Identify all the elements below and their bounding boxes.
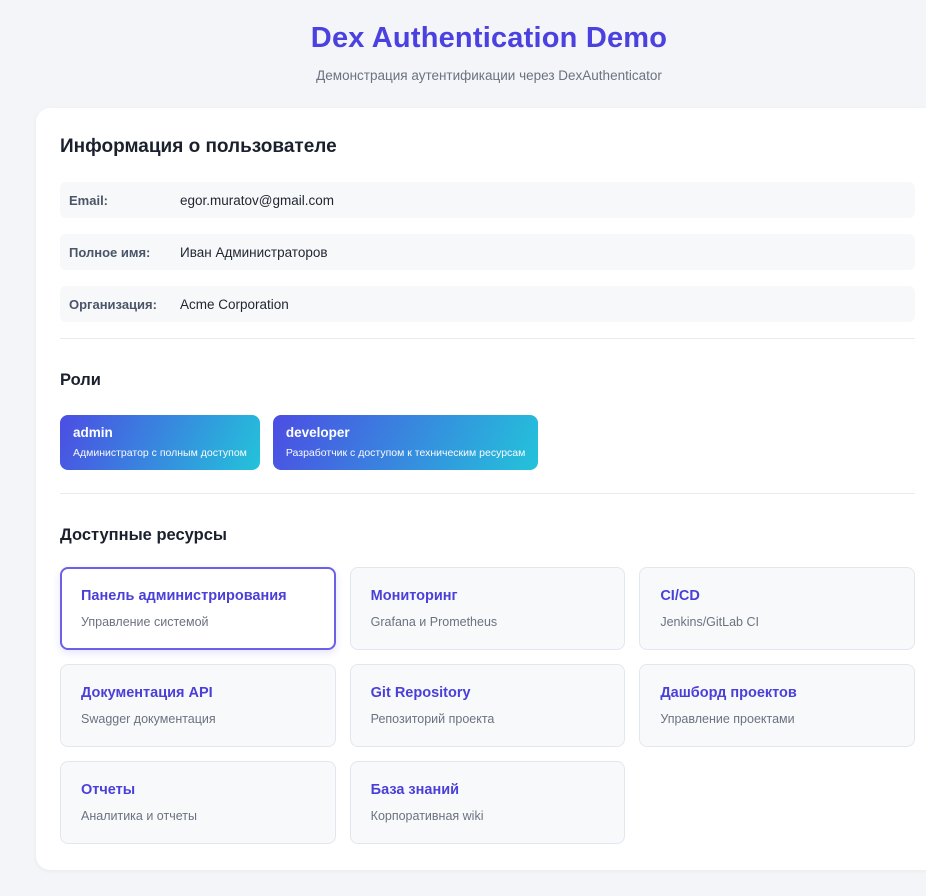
resource-title: Мониторинг bbox=[370, 588, 458, 604]
main-card: Информация о пользователе Email: egor.mu… bbox=[36, 108, 926, 870]
field-value: Acme Corporation bbox=[180, 296, 289, 312]
page-subtitle: Демонстрация аутентификации через DexAut… bbox=[316, 68, 662, 83]
role-badge: admin Администратор с полным доступом bbox=[60, 415, 260, 470]
resource-description: Репозиторий проекта bbox=[370, 712, 495, 726]
resource-card[interactable]: Панель администрирования Управление сист… bbox=[60, 567, 336, 650]
role-description: Администратор с полным доступом bbox=[73, 447, 247, 459]
resource-description: Аналитика и отчеты bbox=[81, 809, 197, 823]
resource-title: Отчеты bbox=[81, 782, 136, 798]
page-header: Dex Authentication Demo Демонстрация аут… bbox=[36, 0, 926, 83]
divider bbox=[60, 493, 915, 494]
user-info-list: Email: egor.muratov@gmail.com Полное имя… bbox=[60, 182, 915, 322]
resource-description: Управление системой bbox=[81, 615, 209, 629]
resources-grid: Панель администрирования Управление сист… bbox=[60, 567, 915, 844]
field-label: Полное имя: bbox=[69, 244, 151, 260]
user-info-heading: Информация о пользователе bbox=[60, 136, 337, 157]
resource-description: Grafana и Prometheus bbox=[370, 615, 498, 629]
resource-title: CI/CD bbox=[660, 588, 700, 604]
roles-heading: Роли bbox=[60, 371, 101, 389]
roles-list: admin Администратор с полным доступом de… bbox=[60, 415, 915, 470]
resource-card[interactable]: Документация API Swagger документация bbox=[60, 664, 336, 747]
role-name: admin bbox=[73, 425, 113, 440]
resource-title: Дашборд проектов bbox=[660, 685, 797, 701]
role-name: developer bbox=[285, 425, 350, 440]
resource-description: Jenkins/GitLab CI bbox=[660, 615, 759, 629]
resource-title: Документация API bbox=[81, 685, 213, 701]
user-info-row: Email: egor.muratov@gmail.com bbox=[60, 182, 915, 218]
resource-description: Swagger документация bbox=[81, 712, 216, 726]
page-title: Dex Authentication Demo bbox=[310, 22, 668, 54]
resource-card[interactable]: Отчеты Аналитика и отчеты bbox=[60, 761, 336, 844]
resource-title: База знаний bbox=[370, 782, 460, 798]
user-info-row: Организация: Acme Corporation bbox=[60, 286, 915, 322]
resource-card[interactable]: CI/CD Jenkins/GitLab CI bbox=[639, 567, 915, 650]
resource-description: Управление проектами bbox=[660, 712, 795, 726]
field-value: Иван Администраторов bbox=[180, 244, 328, 260]
resource-title: Git Repository bbox=[370, 685, 471, 701]
resources-heading: Доступные ресурсы bbox=[60, 526, 227, 544]
role-description: Разработчик с доступом к техническим рес… bbox=[285, 447, 526, 459]
resource-card[interactable]: База знаний Корпоративная wiki bbox=[349, 761, 626, 844]
field-label: Email: bbox=[69, 192, 109, 208]
resource-card[interactable]: Мониторинг Grafana и Prometheus bbox=[349, 567, 626, 650]
divider bbox=[60, 338, 915, 339]
resource-title: Панель администрирования bbox=[81, 588, 287, 604]
field-label: Организация: bbox=[69, 296, 157, 312]
role-badge: developer Разработчик с доступом к техни… bbox=[272, 415, 539, 470]
field-value: egor.muratov@gmail.com bbox=[180, 192, 335, 208]
resource-card[interactable]: Дашборд проектов Управление проектами bbox=[639, 664, 915, 747]
resource-card[interactable]: Git Repository Репозиторий проекта bbox=[349, 664, 626, 747]
user-info-row: Полное имя: Иван Администраторов bbox=[60, 234, 915, 270]
resource-description: Корпоративная wiki bbox=[370, 809, 484, 823]
